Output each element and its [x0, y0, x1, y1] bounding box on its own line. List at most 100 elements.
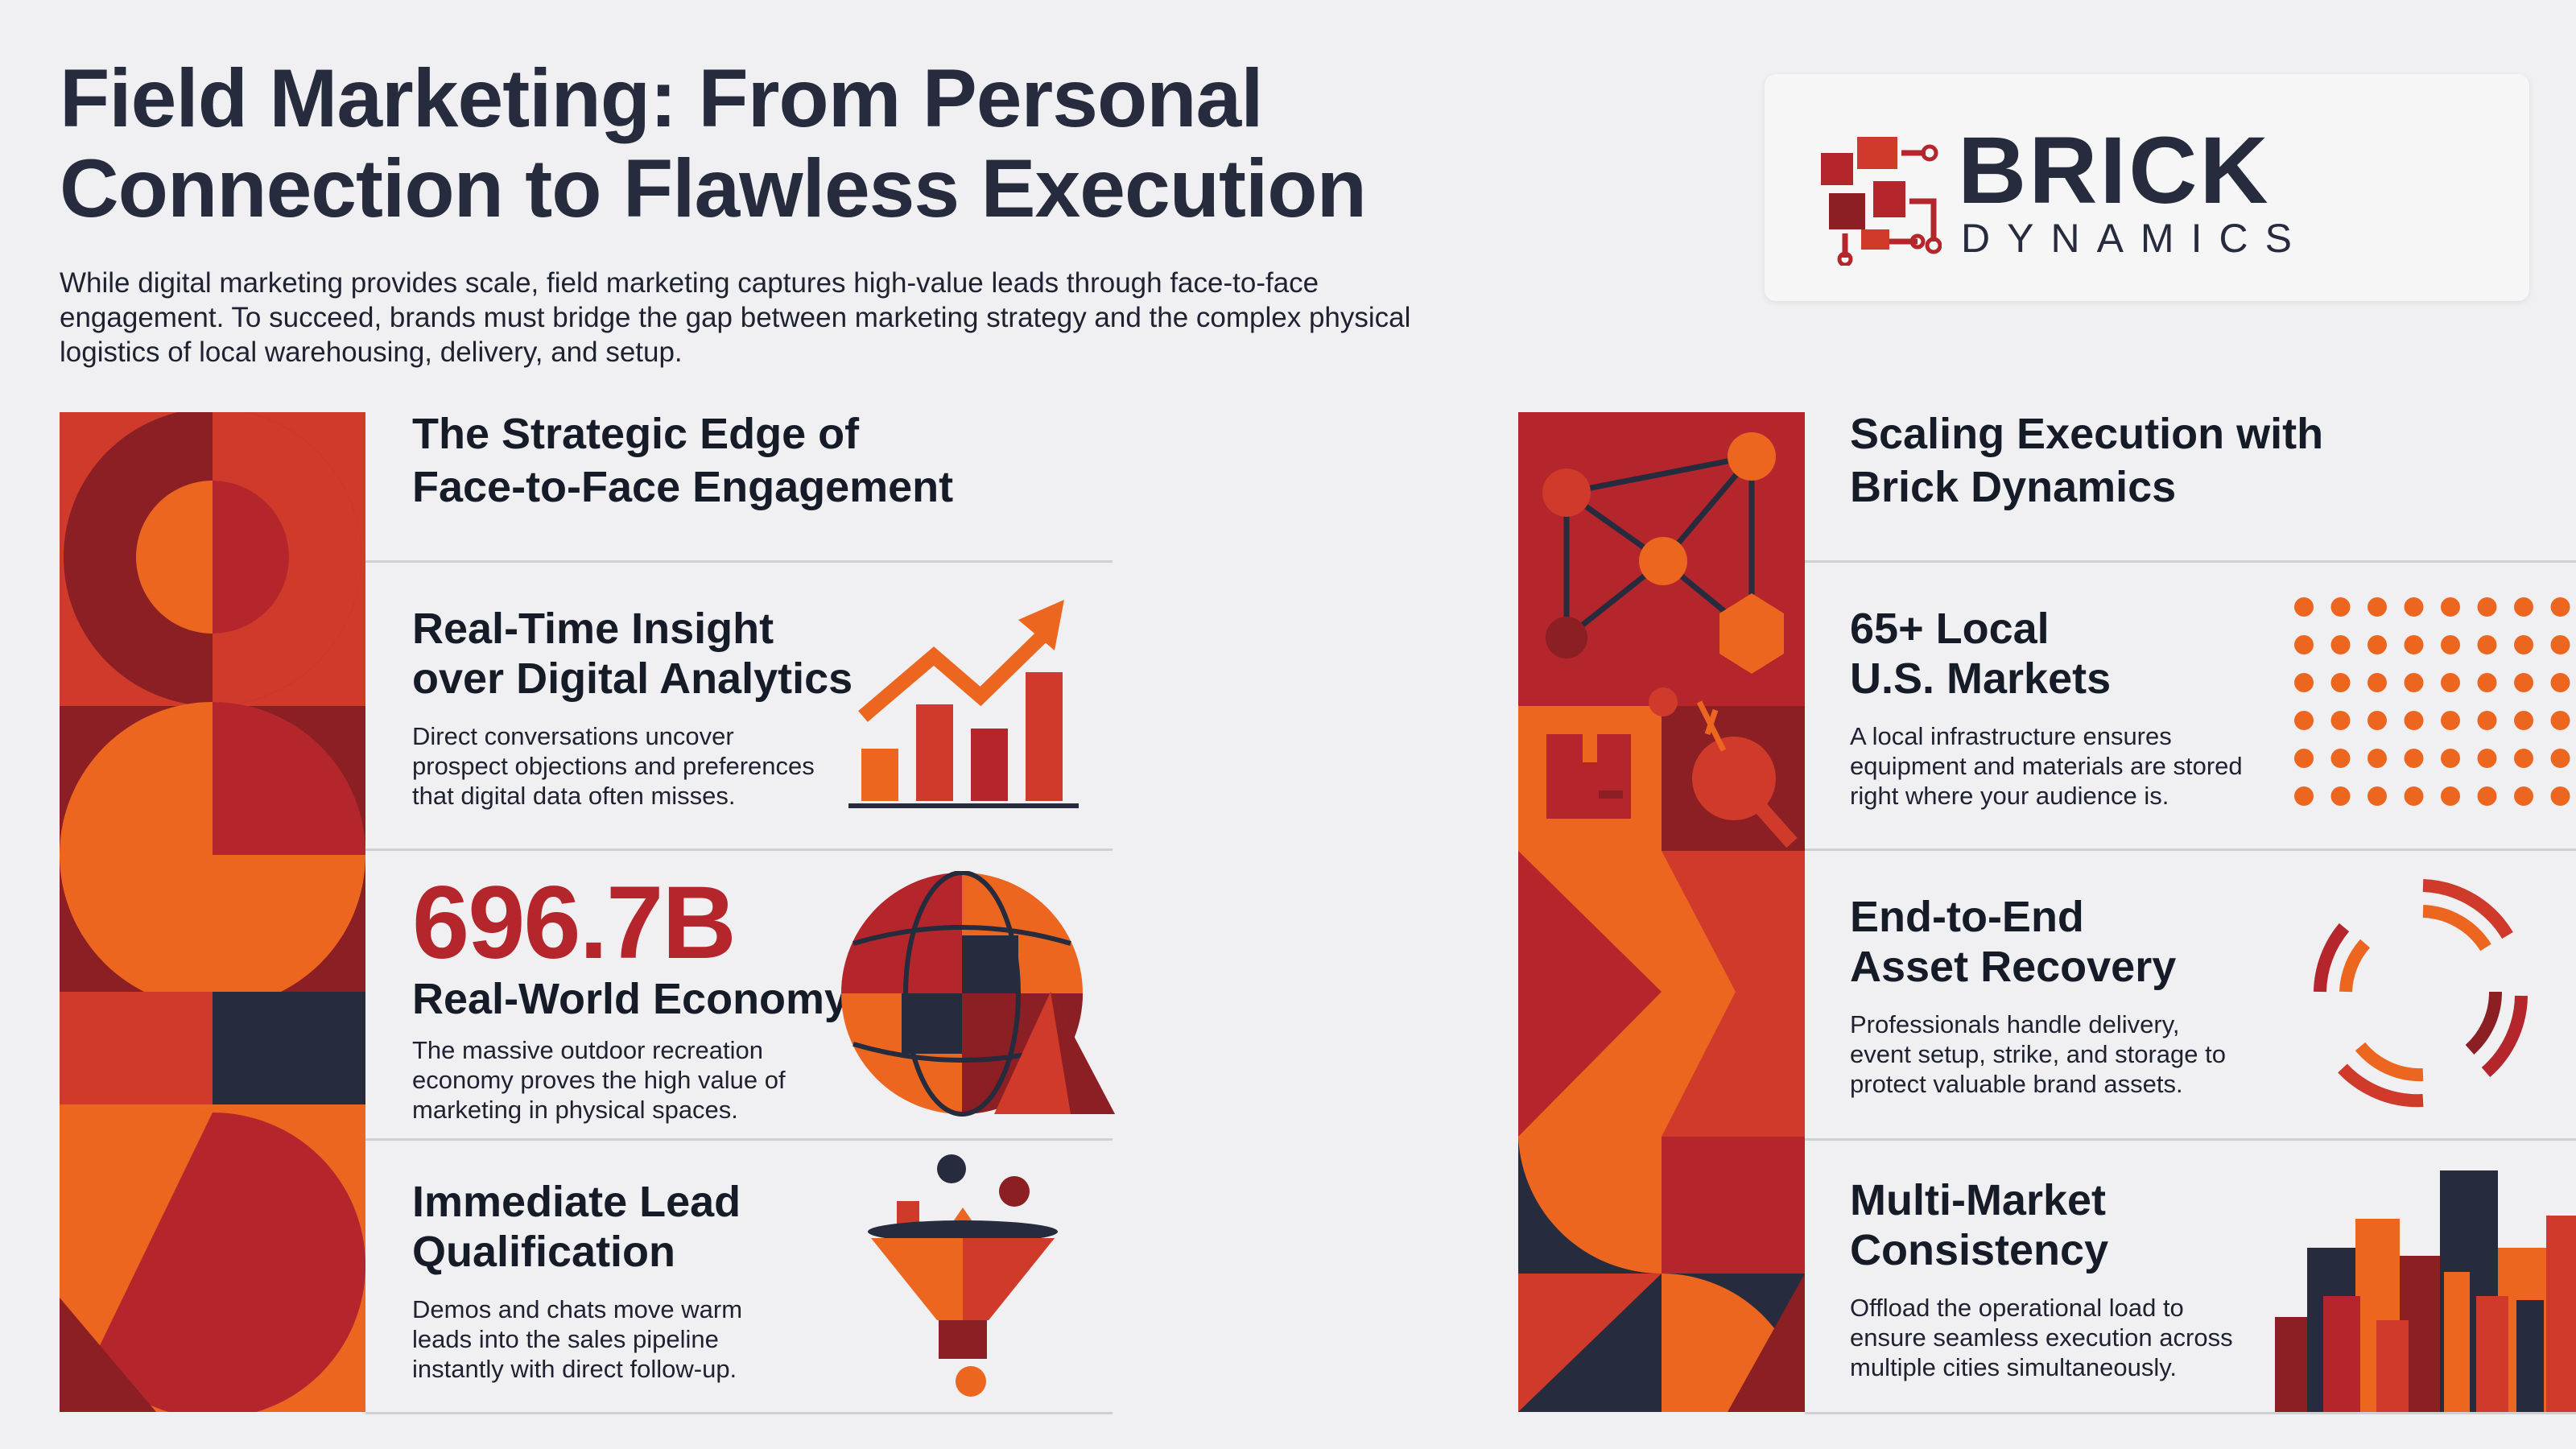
grid-dot [2294, 749, 2314, 768]
card-body-line-3: protect valuable brand assets. [1850, 1070, 2183, 1098]
grid-dot [2477, 749, 2497, 768]
card-body-line-2: equipment and materials are stored [1850, 752, 2243, 780]
intro-line-3: logistics of local warehousing, delivery… [60, 336, 683, 368]
page-title: Field Marketing: From Personal Connectio… [60, 53, 1509, 233]
divider [1805, 560, 2576, 563]
title-line-2: Connection to Flawless Execution [60, 142, 1367, 234]
globe-mountain-icon [841, 871, 1115, 1117]
grid-dot [2368, 673, 2387, 692]
card-title: Real-World Economy [412, 974, 863, 1024]
grid-dot [2514, 673, 2533, 692]
grid-dot [2441, 597, 2460, 617]
divider [1805, 1138, 2576, 1141]
card-title: Multi-Market Consistency [1850, 1175, 2301, 1275]
skyline-bars-icon [2275, 1170, 2576, 1412]
grid-dot [2477, 673, 2497, 692]
card-title: Real-Time Insight over Digital Analytics [412, 604, 863, 704]
card-asset-recovery: End-to-End Asset Recovery Professionals … [1850, 892, 2301, 1099]
grid-dot [2404, 673, 2424, 692]
grid-dot [2550, 635, 2570, 654]
grid-dot [2477, 711, 2497, 730]
title-line-1: Field Marketing: From Personal [60, 52, 1264, 144]
grid-dot [2368, 597, 2387, 617]
grid-dot [2514, 786, 2533, 806]
card-title-line-2: over Digital Analytics [412, 654, 853, 703]
card-title: End-to-End Asset Recovery [1850, 892, 2301, 992]
card-body-line-2: economy proves the high value of [412, 1066, 786, 1094]
divider [365, 848, 1113, 851]
grid-dot [2550, 786, 2570, 806]
grid-dot [2404, 635, 2424, 654]
card-body-line-2: ensure seamless execution across [1850, 1323, 2233, 1352]
intro-line-1: While digital marketing provides scale, … [60, 267, 1319, 299]
grid-dot [2294, 786, 2314, 806]
right-section-title: Scaling Execution with Brick Dynamics [1850, 407, 2558, 514]
card-body: A local infrastructure ensures equipment… [1850, 721, 2301, 811]
card-title-line-1: Immediate Lead [412, 1178, 741, 1226]
grid-dot [2404, 749, 2424, 768]
grid-dot [2368, 749, 2387, 768]
intro-paragraph: While digital marketing provides scale, … [60, 266, 1509, 369]
card-title-line-2: U.S. Markets [1850, 654, 2112, 703]
left-title-line-2: Face-to-Face Engagement [412, 463, 954, 511]
card-body-line-1: A local infrastructure ensures [1850, 722, 2172, 750]
card-title-line-2: Consistency [1850, 1226, 2109, 1274]
grid-dot [2368, 711, 2387, 730]
grid-dot [2514, 711, 2533, 730]
card-body-line-1: Direct conversations uncover [412, 722, 734, 750]
grid-dot [2404, 711, 2424, 730]
grid-dot [2441, 635, 2460, 654]
card-body: Offload the operational load to ensure s… [1850, 1293, 2301, 1382]
recovery-arcs-icon [2314, 879, 2528, 1108]
right-title-line-2: Brick Dynamics [1850, 463, 2177, 511]
grid-dot [2550, 749, 2570, 768]
grid-dot [2477, 597, 2497, 617]
card-title: Immediate Lead Qualification [412, 1177, 863, 1277]
card-local-markets: 65+ Local U.S. Markets A local infrastru… [1850, 604, 2301, 811]
grid-dot [2550, 673, 2570, 692]
grid-dot [2368, 635, 2387, 654]
grid-dot [2550, 711, 2570, 730]
card-body-line-1: Professionals handle delivery, [1850, 1010, 2180, 1038]
funnel-icon [868, 1154, 1058, 1397]
card-title: 65+ Local U.S. Markets [1850, 604, 2301, 704]
brand-subtitle: DYNAMICS [1961, 216, 2309, 261]
circuit-brick-icon [1821, 137, 1942, 266]
card-title-line-2: Asset Recovery [1850, 943, 2177, 991]
card-body: Demos and chats move warm leads into the… [412, 1294, 863, 1384]
grid-dot [2294, 711, 2314, 730]
card-title-line-1: End-to-End [1850, 893, 2084, 941]
grid-dot [2294, 673, 2314, 692]
card-body: The massive outdoor recreation economy p… [412, 1035, 863, 1125]
brand-name: BRICK [1958, 118, 2271, 224]
card-body-line-1: Offload the operational load to [1850, 1294, 2184, 1322]
grid-dot [2330, 749, 2351, 768]
grid-dot [2404, 597, 2424, 617]
card-title-line-1: Real-World Economy [412, 975, 849, 1023]
divider [365, 1138, 1113, 1141]
card-body-line-2: prospect objections and preferences [412, 752, 815, 780]
grid-dot [2477, 635, 2497, 654]
divider [1805, 848, 2576, 851]
grid-dot [2441, 786, 2460, 806]
card-body: Professionals handle delivery, event set… [1850, 1009, 2301, 1099]
dot-grid-icon [2294, 597, 2570, 806]
card-body-line-1: The massive outdoor recreation [412, 1036, 763, 1064]
grid-dot [2441, 749, 2460, 768]
grid-dot [2441, 711, 2460, 730]
card-body-line-3: multiple cities simultaneously. [1850, 1353, 2178, 1381]
right-geometric-art [1518, 412, 1805, 1412]
intro-line-2: engagement. To succeed, brands must brid… [60, 302, 1411, 333]
card-multi-market: Multi-Market Consistency Offload the ope… [1850, 1175, 2301, 1382]
card-body-line-1: Demos and chats move warm [412, 1295, 743, 1323]
grid-dot [2330, 711, 2351, 730]
card-body-line-3: that digital data often misses. [412, 782, 736, 810]
grid-dot [2514, 749, 2533, 768]
left-section-title: The Strategic Edge of Face-to-Face Engag… [412, 407, 1121, 514]
card-title-line-2: Qualification [412, 1228, 676, 1276]
card-body: Direct conversations uncover prospect ob… [412, 721, 863, 811]
card-title-line-1: Multi-Market [1850, 1176, 2107, 1224]
grid-dot [2514, 597, 2533, 617]
card-real-world-economy: 696.7B Real-World Economy The massive ou… [412, 871, 863, 1125]
grid-dot [2294, 597, 2314, 617]
